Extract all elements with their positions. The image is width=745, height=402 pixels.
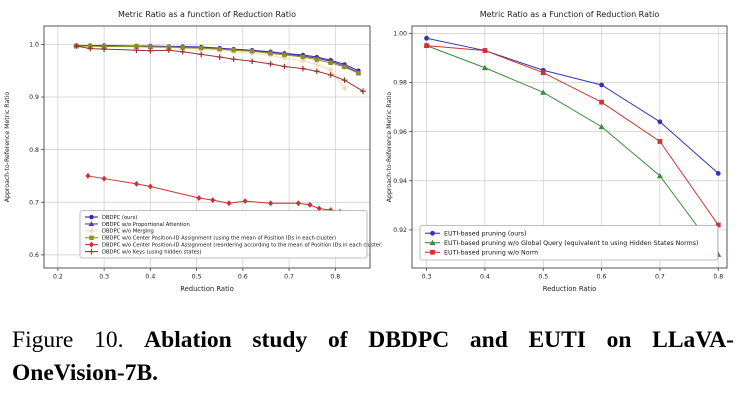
y-tick-label: 0.94 — [393, 178, 407, 185]
x-tick-label: 0.8 — [330, 274, 340, 281]
series — [85, 172, 343, 215]
series — [423, 42, 722, 257]
x-tick-label: 0.8 — [713, 274, 723, 281]
x-tick-label: 0.3 — [99, 274, 109, 281]
x-axis-label: Reduction Ratio — [180, 285, 234, 293]
series — [73, 42, 348, 92]
chart-title: Metric Ratio as a Function of Reduction … — [480, 10, 660, 19]
caption-figure-label: Figure 10. — [12, 327, 124, 353]
left-chart: 0.2 0.3 0.4 0.5 0.6 0.7 0.8 0.6 0.7 0.8 0.9 1.0 Metr… — [0, 2, 383, 308]
x-tick-label: 0.6 — [597, 274, 607, 281]
y-tick-label: 0.7 — [29, 199, 39, 206]
legend: DBDPC (ours)DBDPC w/o Proportional Atten… — [79, 210, 383, 259]
right-chart: 0.3 0.4 0.5 0.6 0.7 0.8 0.92 0.94 0.96 0.98 1.00 Me… — [382, 2, 745, 308]
x-tick-label: 0.6 — [238, 274, 248, 281]
x-tick-label: 0.5 — [538, 274, 548, 281]
legend-label: EUTI-based pruning w/o Global Query (equ… — [444, 240, 699, 247]
legend-label: DBDPC w/o Merging — [102, 229, 154, 235]
y-tick-label: 1.0 — [29, 42, 39, 49]
chart-title: Metric Ratio as a function of Reduction … — [118, 10, 296, 19]
series — [73, 43, 366, 95]
x-tick-label: 0.2 — [53, 274, 63, 281]
y-axis-label: Approach-to-Reference Metric Ratio — [4, 92, 11, 203]
x-axis-label: Reduction Ratio — [543, 285, 597, 293]
euti-ablation-chart-svg: 0.3 0.4 0.5 0.6 0.7 0.8 0.92 0.94 0.96 0.98 1.00 Me… — [386, 10, 728, 293]
series — [74, 43, 361, 76]
x-tick-label: 0.7 — [284, 274, 294, 281]
plot-grid — [44, 26, 370, 268]
x-tick-label: 0.4 — [145, 274, 155, 281]
legend-label: DBDPC (ours) — [102, 215, 137, 221]
y-tick-label: 0.9 — [29, 94, 39, 101]
legend-label: DBDPC w/o Center Position-ID Assignment … — [102, 236, 336, 242]
legend-label: DBDPC w/o Keys (using hidden states) — [102, 249, 202, 255]
y-tick-label: 0.6 — [29, 252, 39, 259]
plot-frame — [43, 25, 371, 269]
y-tick-label: 1.00 — [393, 31, 407, 38]
legend: EUTI-based pruning (ours) EUTI-based prun… — [419, 225, 719, 261]
dbdpc-ablation-chart-svg: 0.2 0.3 0.4 0.5 0.6 0.7 0.8 0.6 0.7 0.8 0.9 1.0 Metr… — [4, 10, 383, 293]
legend-label: EUTI-based pruning w/o Norm — [444, 250, 538, 257]
figure-panel: 0.2 0.3 0.4 0.5 0.6 0.7 0.8 0.6 0.7 0.8 0.9 1.0 Metr… — [0, 2, 745, 308]
plot-frame — [411, 25, 728, 269]
plot-axes: 0.3 0.4 0.5 0.6 0.7 0.8 0.92 0.94 0.96 0.98 1.00 — [393, 31, 723, 281]
caption-text-1: Ablation study of DBDPC and EUTI on LLaV… — [144, 327, 735, 353]
caption-text-2: OneVision-7B. — [12, 360, 159, 387]
x-tick-label: 0.5 — [192, 274, 202, 281]
legend-label: DBDPC w/o Center Position-ID Assignment … — [102, 243, 382, 249]
legend-label: EUTI-based pruning (ours) — [444, 231, 527, 238]
y-tick-label: 0.92 — [393, 227, 407, 234]
figure-caption: Figure 10. Ablation study of DBDPC and E… — [12, 324, 734, 391]
x-tick-label: 0.7 — [655, 274, 665, 281]
y-tick-label: 0.8 — [29, 147, 39, 154]
y-axis-label: Approach-to-Reference Metric Ratio — [386, 92, 393, 203]
plot-axes: 0.2 0.3 0.4 0.5 0.6 0.7 0.8 0.6 0.7 0.8 0.9 1.0 — [29, 42, 340, 281]
series — [424, 35, 721, 176]
legend-label: DBDPC w/o Proportional Attention — [102, 222, 190, 228]
y-tick-label: 0.98 — [393, 80, 407, 87]
y-tick-label: 0.96 — [393, 129, 407, 136]
caption-line-1: Figure 10. Ablation study of DBDPC and E… — [12, 324, 734, 357]
x-tick-label: 0.3 — [422, 274, 432, 281]
x-tick-label: 0.4 — [480, 274, 490, 281]
series — [424, 43, 721, 228]
